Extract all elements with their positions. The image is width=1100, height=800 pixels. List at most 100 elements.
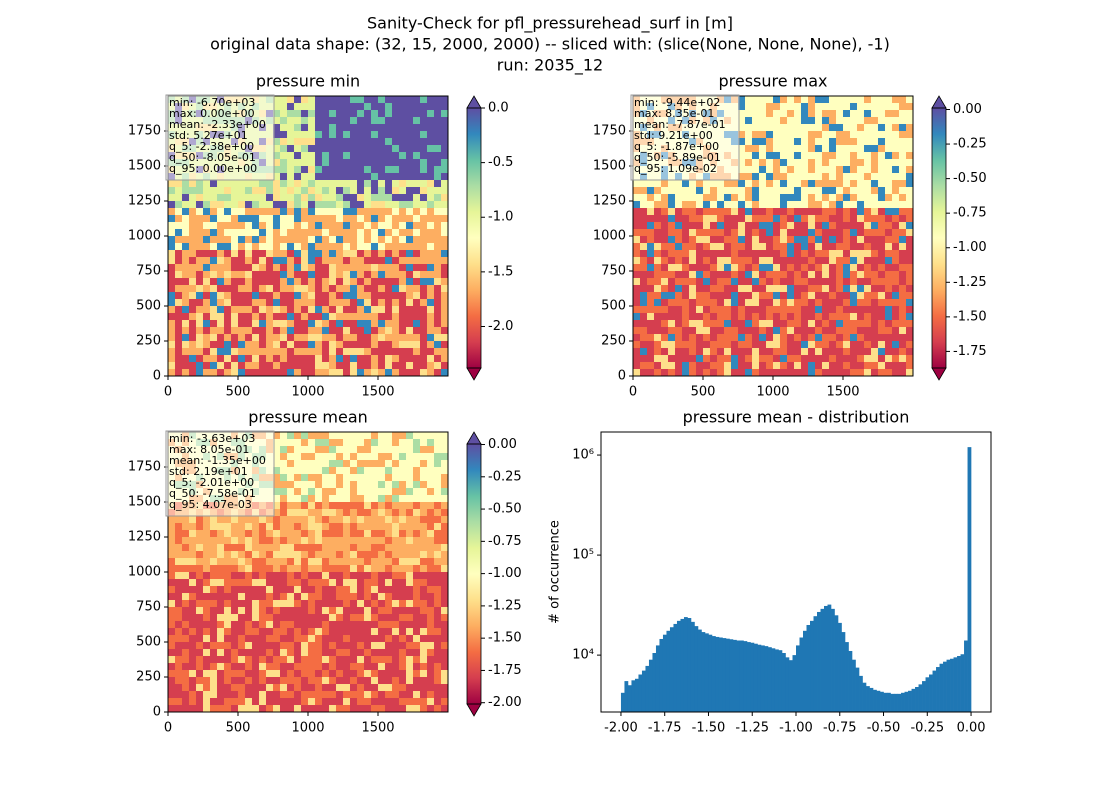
heatmap-cell: [371, 684, 379, 692]
heatmap-cell: [371, 663, 379, 671]
heatmap-cell: [857, 327, 865, 335]
heatmap-cell: [322, 236, 330, 244]
heatmap-cell: [850, 194, 858, 202]
heatmap-cell: [245, 586, 253, 594]
heatmap-cell: [427, 544, 435, 552]
heatmap-cell: [224, 348, 232, 356]
heatmap-cell: [364, 460, 372, 468]
heatmap-cell: [906, 166, 914, 174]
heatmap-cell: [196, 334, 204, 342]
histogram-bar: [648, 659, 653, 712]
heatmap-cell: [413, 222, 421, 230]
heatmap-cell: [308, 537, 316, 545]
heatmap-cell: [231, 656, 239, 664]
heatmap-cell: [675, 243, 683, 251]
heatmap-cell: [329, 460, 337, 468]
heatmap-cell: [420, 565, 428, 573]
heatmap-cell: [710, 264, 718, 272]
heatmap-cell: [371, 649, 379, 657]
heatmap-cell: [420, 691, 428, 699]
heatmap-cell: [843, 152, 851, 160]
heatmap-cell: [836, 355, 844, 363]
heatmap-cell: [294, 656, 302, 664]
heatmap-cell: [182, 264, 190, 272]
heatmap-cell: [738, 285, 746, 293]
heatmap-cell: [850, 320, 858, 328]
heatmap-cell: [794, 313, 802, 321]
heatmap-cell: [434, 180, 442, 188]
heatmap-cell: [892, 362, 900, 370]
heatmap-cell: [871, 145, 879, 153]
heatmap-cell: [892, 327, 900, 335]
heatmap-cell: [308, 285, 316, 293]
heatmap-cell: [357, 516, 365, 524]
heatmap-cell: [385, 194, 393, 202]
heatmap-cell: [371, 453, 379, 461]
heatmap-cell: [420, 495, 428, 503]
heatmap-cell: [399, 614, 407, 622]
heatmap-cell: [357, 565, 365, 573]
heatmap-cell: [822, 208, 830, 216]
heatmap-cell: [385, 551, 393, 559]
heatmap-cell: [301, 432, 309, 440]
heatmap-cell: [892, 320, 900, 328]
heatmap-cell: [357, 593, 365, 601]
heatmap-cell: [315, 327, 323, 335]
heatmap-cell: [759, 103, 767, 111]
heatmap-cell: [315, 187, 323, 195]
heatmap-cell: [301, 523, 309, 531]
heatmap-cell: [364, 523, 372, 531]
heatmap-cell: [745, 166, 753, 174]
heatmap-cell: [710, 208, 718, 216]
heatmap-cell: [640, 264, 648, 272]
heatmap-cell: [196, 320, 204, 328]
heatmap-cell: [738, 299, 746, 307]
heatmap-cell: [392, 691, 400, 699]
heatmap-cell: [189, 677, 197, 685]
heatmap-cell: [808, 229, 816, 237]
heatmap-cell: [203, 292, 211, 300]
heatmap-cell: [378, 117, 386, 125]
heatmap-cell: [399, 509, 407, 517]
heatmap-cell: [647, 257, 655, 265]
heatmap-cell: [413, 600, 421, 608]
heatmap-cell: [203, 635, 211, 643]
heatmap-cell: [794, 138, 802, 146]
heatmap-cell: [336, 250, 344, 258]
heatmap-cell: [731, 194, 739, 202]
heatmap-cell: [661, 264, 669, 272]
heatmap-cell: [413, 264, 421, 272]
heatmap-cell: [280, 502, 288, 510]
heatmap-cell: [661, 208, 669, 216]
heatmap-cell: [238, 222, 246, 230]
heatmap-cell: [294, 523, 302, 531]
heatmap-cell: [822, 180, 830, 188]
heatmap-cell: [399, 586, 407, 594]
heatmap-cell: [168, 320, 176, 328]
heatmap-cell: [336, 621, 344, 629]
heatmap-cell: [420, 320, 428, 328]
heatmap-cell: [175, 656, 183, 664]
heatmap-cell: [413, 635, 421, 643]
heatmap-cell: [399, 628, 407, 636]
heatmap-cell: [829, 271, 837, 279]
heatmap-cell: [752, 131, 760, 139]
heatmap-cell: [266, 565, 274, 573]
heatmap-cell: [427, 565, 435, 573]
heatmap-cell: [350, 222, 358, 230]
heatmap-cell: [315, 586, 323, 594]
heatmap-cell: [682, 180, 690, 188]
heatmap-cell: [273, 96, 281, 104]
heatmap-cell: [766, 201, 774, 209]
heatmap-cell: [787, 355, 795, 363]
heatmap-cell: [801, 341, 809, 349]
y-tick-label: 750: [136, 264, 161, 279]
heatmap-cell: [759, 131, 767, 139]
heatmap-cell: [280, 103, 288, 111]
heatmap-cell: [322, 649, 330, 657]
heatmap-cell: [413, 572, 421, 580]
heatmap-cell: [892, 250, 900, 258]
heatmap-cell: [406, 180, 414, 188]
heatmap-cell: [238, 250, 246, 258]
heatmap-cell: [413, 166, 421, 174]
